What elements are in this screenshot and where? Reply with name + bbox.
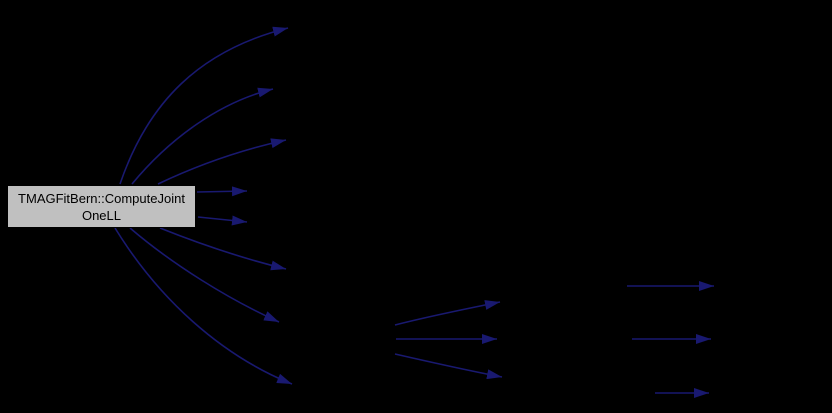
edge-main-8 xyxy=(114,227,293,385)
edge-mid-1 xyxy=(394,300,501,326)
node-label-line2: OneLL xyxy=(81,208,122,223)
edge-main-7 xyxy=(129,227,280,323)
edge-mid-3 xyxy=(394,353,503,380)
edge-main-4 xyxy=(196,186,248,197)
node-label-line1: TMAGFitBern::ComputeJoint xyxy=(18,191,185,206)
edge-main-3 xyxy=(157,138,287,185)
edge-main-6 xyxy=(159,227,287,271)
edge-main-1 xyxy=(119,26,289,185)
edge-main-5 xyxy=(197,215,248,226)
edge-main-2 xyxy=(131,87,274,185)
graph-node-computejointonell[interactable]: TMAGFitBern::ComputeJoint OneLL xyxy=(7,185,196,228)
